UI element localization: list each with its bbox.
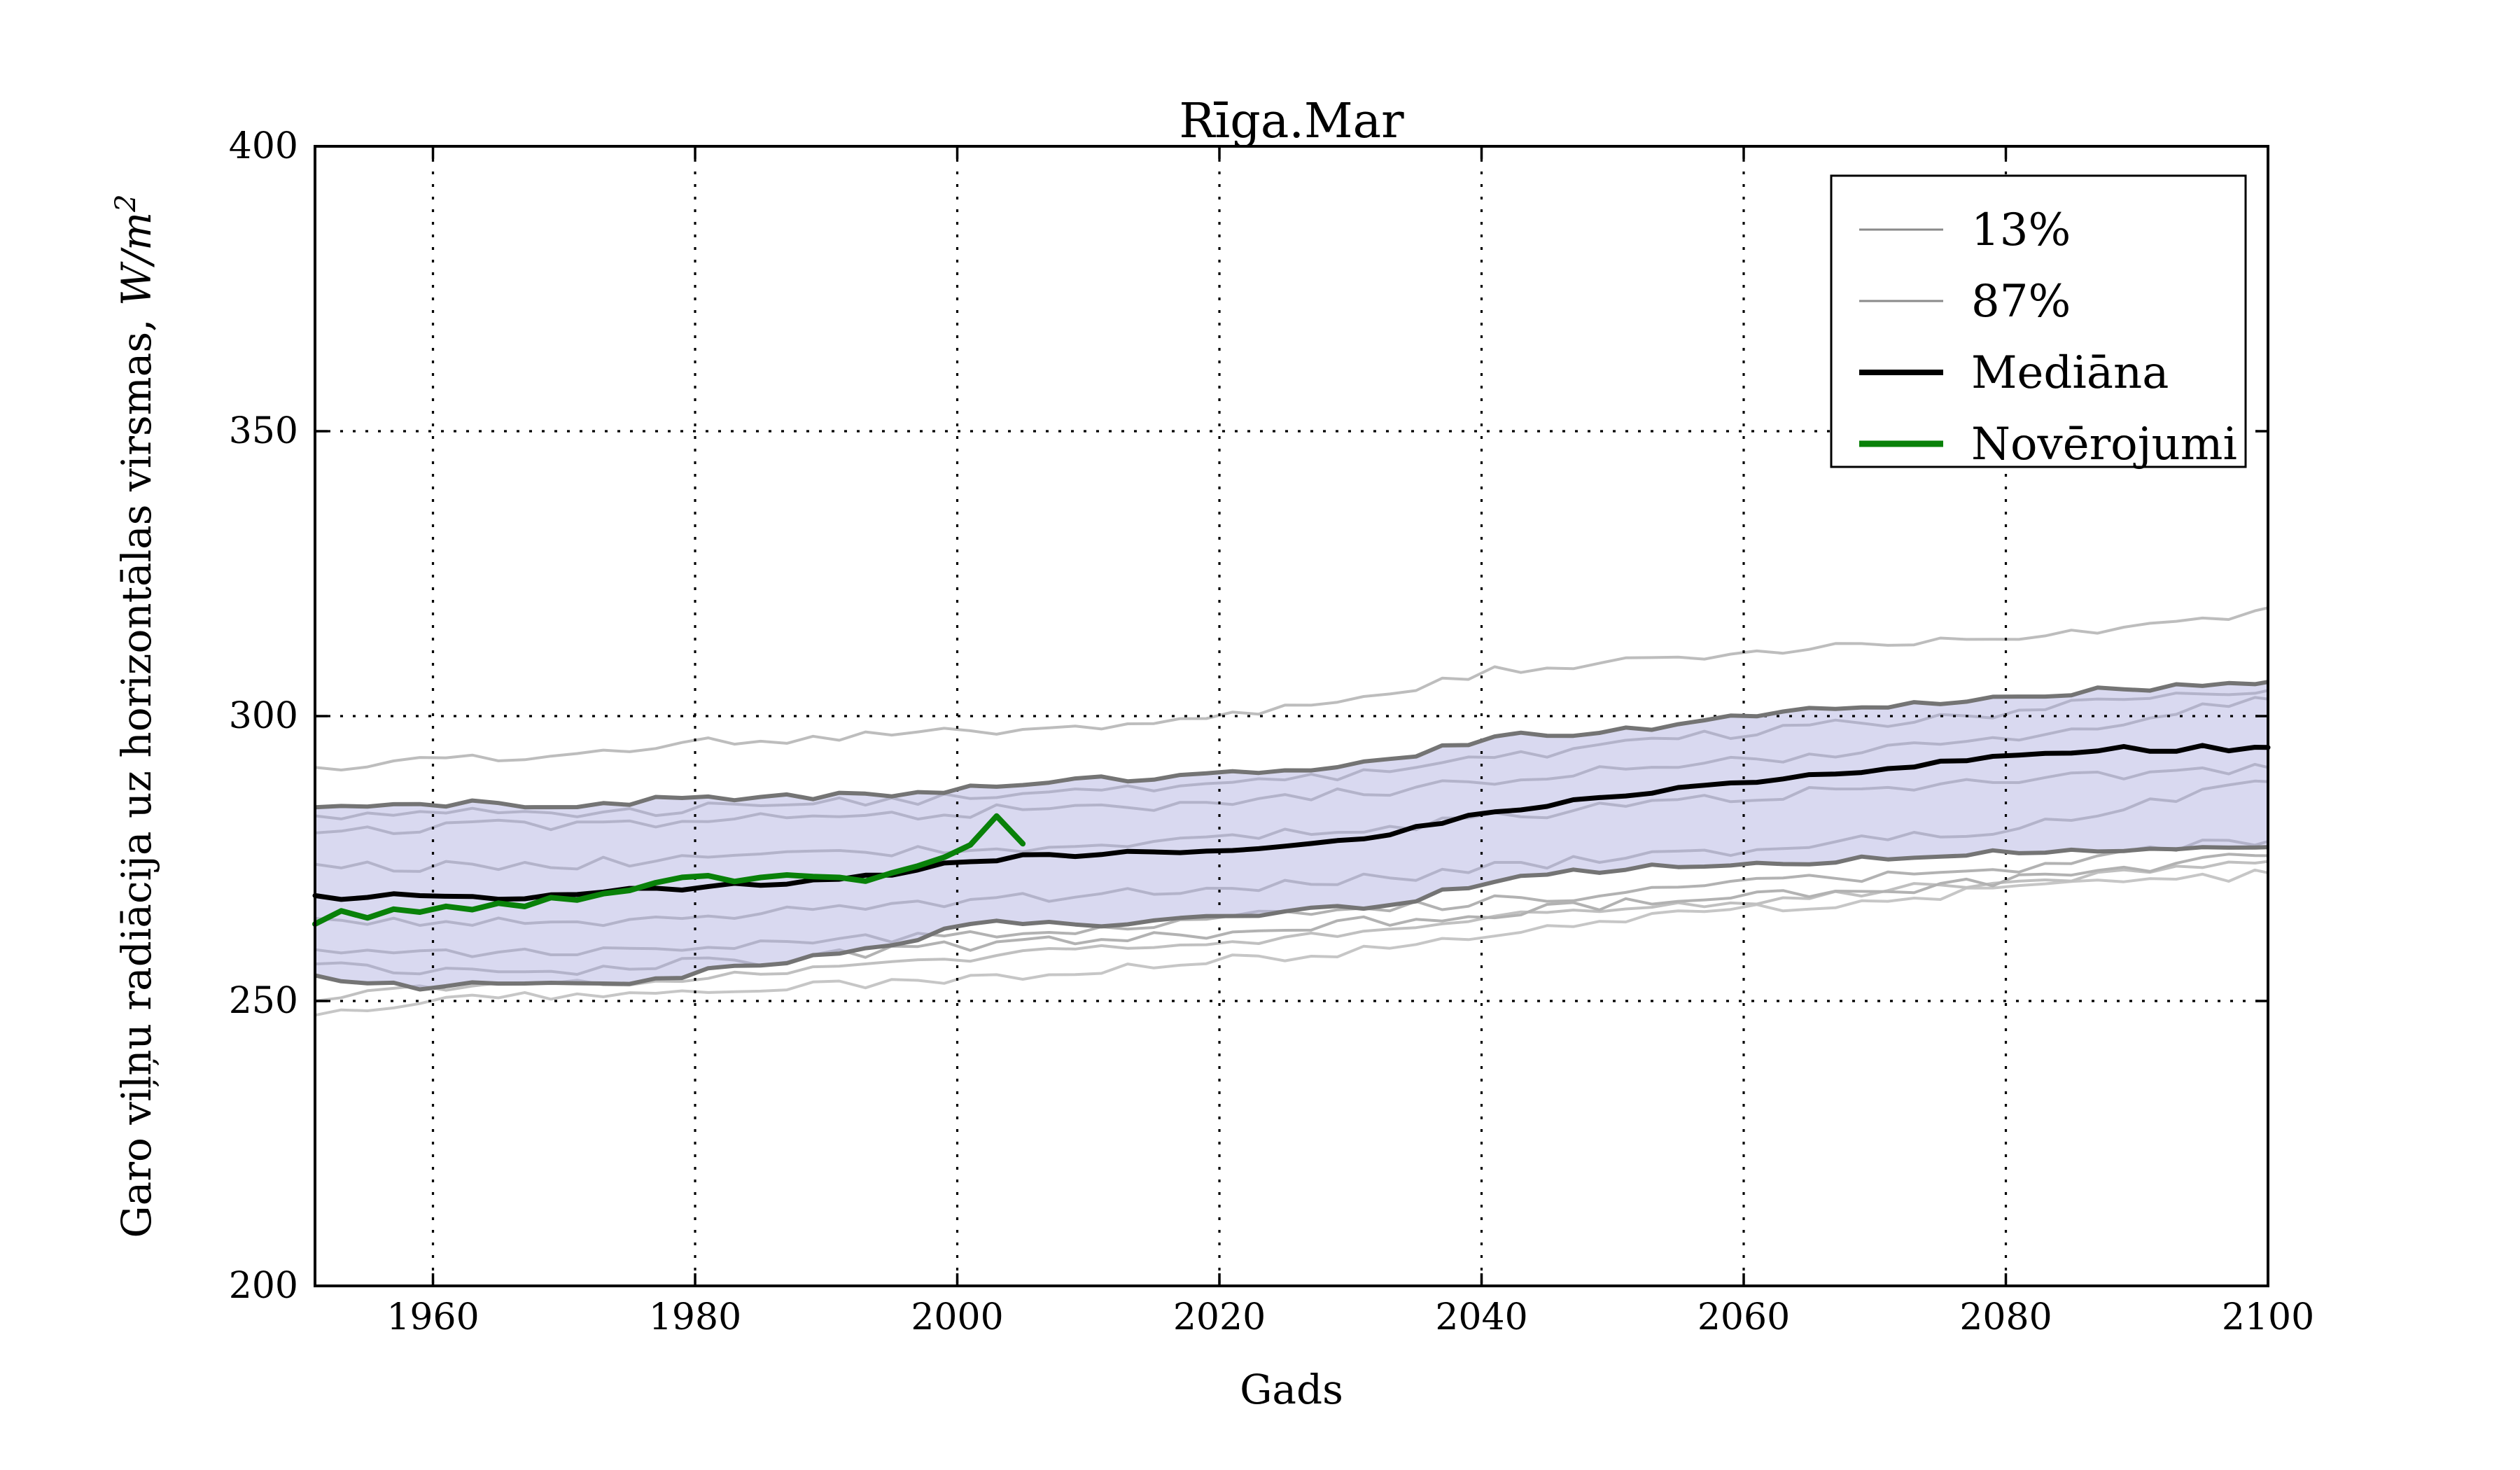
y-axis-label: Garo viļņu radiācija uz horizontālas vir… <box>110 194 160 1238</box>
legend-item-label: 13% <box>1971 204 2071 256</box>
percentile-band <box>315 682 2268 990</box>
legend-box <box>1830 174 2247 468</box>
chart-title: Rīga.Mar <box>1179 94 1404 149</box>
x-tick-label: 2060 <box>1698 1296 1790 1338</box>
y-tick-label: 200 <box>229 1265 298 1307</box>
x-axis-label: Gads <box>1240 1366 1343 1413</box>
legend-item-label: Novērojumi <box>1971 419 2237 470</box>
y-tick-label: 350 <box>229 410 298 452</box>
x-tick-label: 1980 <box>649 1296 741 1338</box>
y-tick-label: 300 <box>229 695 298 737</box>
x-tick-label: 2020 <box>1173 1296 1266 1338</box>
y-tick-label: 250 <box>229 980 298 1022</box>
legend-item-label: Mediāna <box>1971 347 2169 399</box>
x-tick-label: 2040 <box>1435 1296 1527 1338</box>
percentile-13-line <box>314 845 2269 992</box>
y-tick-label: 400 <box>229 125 298 167</box>
x-tick-label: 2080 <box>1959 1296 2052 1338</box>
percentile-87-line <box>314 680 2269 810</box>
legend-item-label: 87% <box>1971 276 2071 328</box>
ensemble-line <box>314 606 2269 771</box>
ensemble-line <box>314 868 2269 1017</box>
x-tick-label: 2000 <box>911 1296 1003 1338</box>
x-tick-label: 2100 <box>2222 1296 2314 1338</box>
x-tick-label: 1960 <box>386 1296 479 1338</box>
observations-line <box>312 813 1026 927</box>
